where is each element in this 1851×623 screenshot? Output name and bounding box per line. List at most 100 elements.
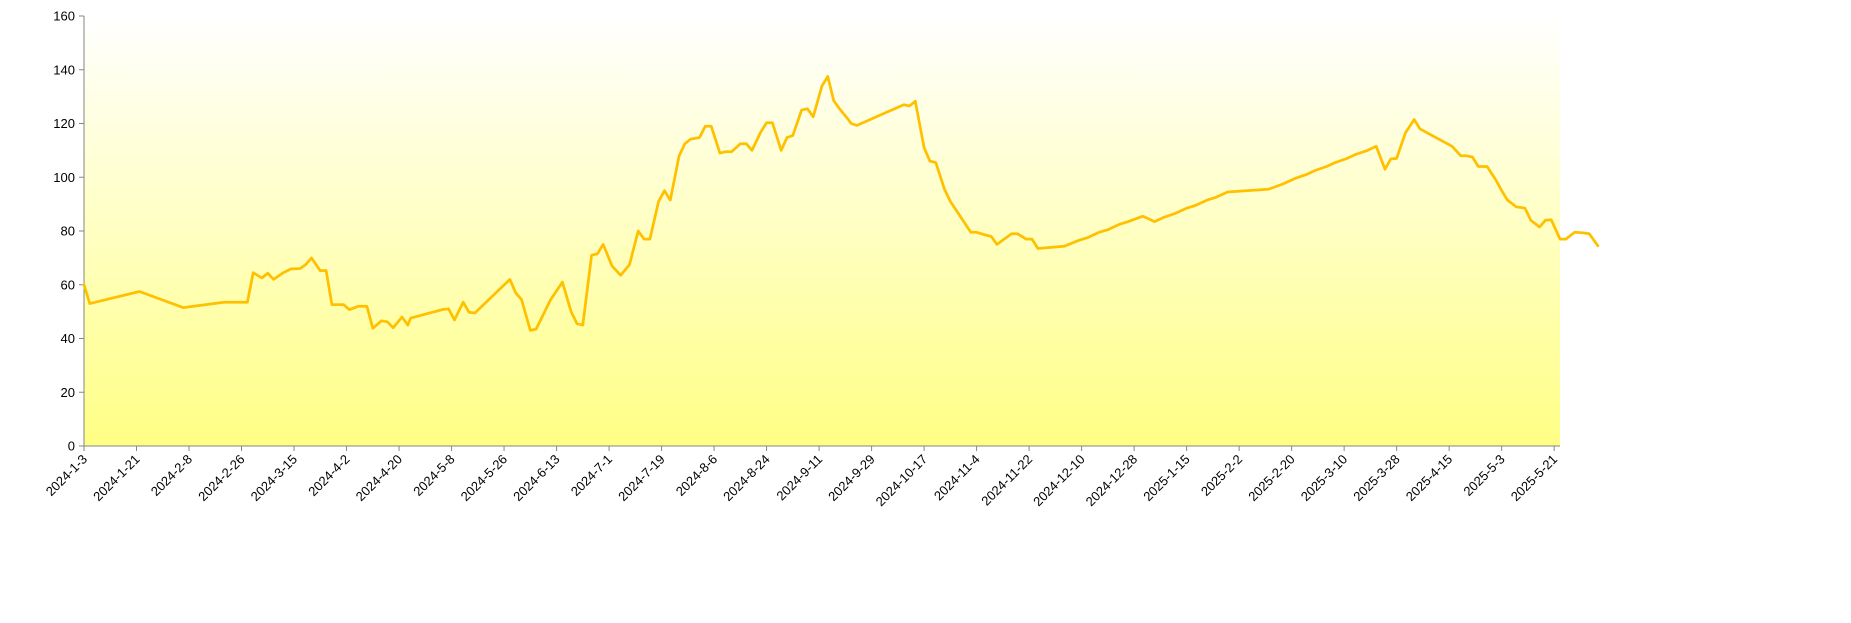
x-tick-label: 2024-2-8 [148, 452, 195, 499]
data-point [305, 263, 307, 265]
data-point [223, 301, 225, 303]
x-tick-label: 2024-3-15 [248, 452, 301, 505]
x-tick-label: 2024-12-28 [1083, 452, 1141, 510]
data-point [1185, 207, 1187, 209]
data-point [1215, 196, 1217, 198]
y-tick-label: 140 [53, 62, 75, 77]
data-point [730, 151, 732, 153]
data-point [1282, 183, 1284, 185]
data-point [1267, 188, 1269, 190]
x-tick-label: 2025-2-2 [1198, 452, 1245, 499]
x-tick-label: 2024-12-10 [1030, 452, 1088, 510]
data-point [1506, 199, 1508, 201]
data-point [1413, 118, 1415, 120]
data-point [1226, 191, 1228, 193]
data-point [1495, 179, 1497, 181]
x-tick-label: 2025-3-28 [1350, 452, 1403, 505]
data-point [856, 124, 858, 126]
data-point [272, 278, 274, 280]
data-point [380, 320, 382, 322]
data-point [240, 301, 242, 303]
data-point [943, 188, 945, 190]
data-point [529, 329, 531, 331]
data-point [392, 327, 394, 329]
data-point [182, 306, 184, 308]
data-point [850, 122, 852, 124]
data-point [520, 298, 522, 300]
data-point [357, 305, 359, 307]
data-point [1486, 165, 1488, 167]
data-point [838, 108, 840, 110]
data-point [1530, 219, 1532, 221]
data-point [1565, 238, 1567, 240]
data-point [827, 75, 829, 77]
data-point [678, 155, 680, 157]
data-point [366, 305, 368, 307]
x-tick-label: 2025-2-20 [1245, 452, 1298, 505]
data-point [1118, 223, 1120, 225]
axis-layer [79, 15, 1560, 451]
data-point [628, 263, 630, 265]
data-point [996, 243, 998, 245]
y-tick-label: 60 [61, 277, 75, 292]
data-point [299, 267, 301, 269]
data-point [725, 151, 727, 153]
data-point [1162, 216, 1164, 218]
data-point [1597, 245, 1599, 247]
data-point [561, 281, 563, 283]
data-point [401, 316, 403, 318]
series-line [82, 75, 1600, 332]
data-point [908, 105, 910, 107]
data-point [806, 108, 808, 110]
data-point [582, 324, 584, 326]
data-point [704, 125, 706, 127]
data-point [83, 284, 85, 286]
data-point [990, 235, 992, 237]
data-point [515, 292, 517, 294]
data-point [1395, 157, 1397, 159]
data-point [657, 200, 659, 202]
data-point [596, 253, 598, 255]
data-point [771, 122, 773, 124]
data-point [1346, 157, 1348, 159]
x-tick-label: 2024-5-8 [410, 452, 457, 499]
data-point [331, 303, 333, 305]
data-point [348, 309, 350, 311]
data-point [1314, 169, 1316, 171]
x-tick-label: 2024-6-13 [510, 452, 563, 505]
data-point [1025, 238, 1027, 240]
y-tick-label: 40 [61, 331, 75, 346]
data-point [792, 134, 794, 136]
data-point [1063, 245, 1065, 247]
data-point [1573, 231, 1575, 233]
x-tick-label: 2024-7-19 [615, 452, 668, 505]
data-point [1419, 128, 1421, 130]
data-point [760, 131, 762, 133]
data-point [407, 324, 409, 326]
data-point [620, 274, 622, 276]
area-layer [84, 16, 1560, 446]
data-point [1471, 156, 1473, 158]
data-point [325, 269, 327, 271]
data-point [984, 234, 986, 236]
data-point [669, 199, 671, 201]
data-point [1293, 177, 1295, 179]
data-point [509, 278, 511, 280]
data-point [1466, 155, 1468, 157]
data-point [1098, 231, 1100, 233]
data-point [643, 238, 645, 240]
data-point [576, 323, 578, 325]
data-point [975, 231, 977, 233]
x-tick-label: 2024-11-4 [931, 452, 983, 504]
data-point [447, 308, 449, 310]
data-point [1582, 232, 1584, 234]
data-point [970, 231, 972, 233]
data-point [319, 270, 321, 272]
data-point [246, 301, 248, 303]
data-point [745, 143, 747, 145]
data-point [1544, 219, 1546, 221]
data-point [261, 277, 263, 279]
data-point [590, 254, 592, 256]
x-tick-label: 2025-3-10 [1298, 452, 1351, 505]
